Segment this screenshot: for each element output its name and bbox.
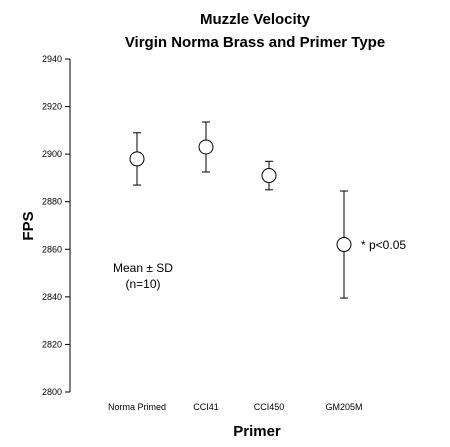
y-tick-label: 2860 [42,244,62,254]
y-tick-label: 2820 [42,339,62,349]
chart-title: Muzzle Velocity [200,11,311,28]
mean-marker [261,168,277,184]
y-tick-label: 2920 [42,102,62,112]
mean-marker [129,151,145,167]
mean-marker [198,139,214,155]
x-tick-label: GM205M [325,402,362,412]
data-points [129,121,352,299]
chart-subtitle: Virgin Norma Brass and Primer Type [125,34,385,51]
data-point-group [129,132,145,186]
y-axis-label: FPS [20,211,37,240]
x-tick-label: Norma Primed [108,402,166,412]
x-tick-label: CCI41 [193,402,219,412]
y-tick-label: 2940 [42,54,62,64]
data-point-group [261,160,277,191]
mean-marker [336,237,352,253]
y-tick-label: 2880 [42,197,62,207]
data-point-group [336,190,352,299]
y-tick-label: 2900 [42,149,62,159]
y-tick-label: 2800 [42,387,62,397]
significance-annotation: * p<0.05 [361,238,406,252]
stat-label-line1: Mean ± SD [113,261,173,275]
x-axis-label: Primer [233,423,281,440]
stat-label-line2: (n=10) [125,277,160,291]
data-point-group [198,121,214,173]
y-axis-ticks: 2800 2820 2840 2860 2880 2900 2920 2940 [42,54,70,397]
y-tick-label: 2840 [42,292,62,302]
x-axis-ticks: Norma Primed CCI41 CCI450 GM205M [108,402,363,412]
x-tick-label: CCI450 [254,402,285,412]
